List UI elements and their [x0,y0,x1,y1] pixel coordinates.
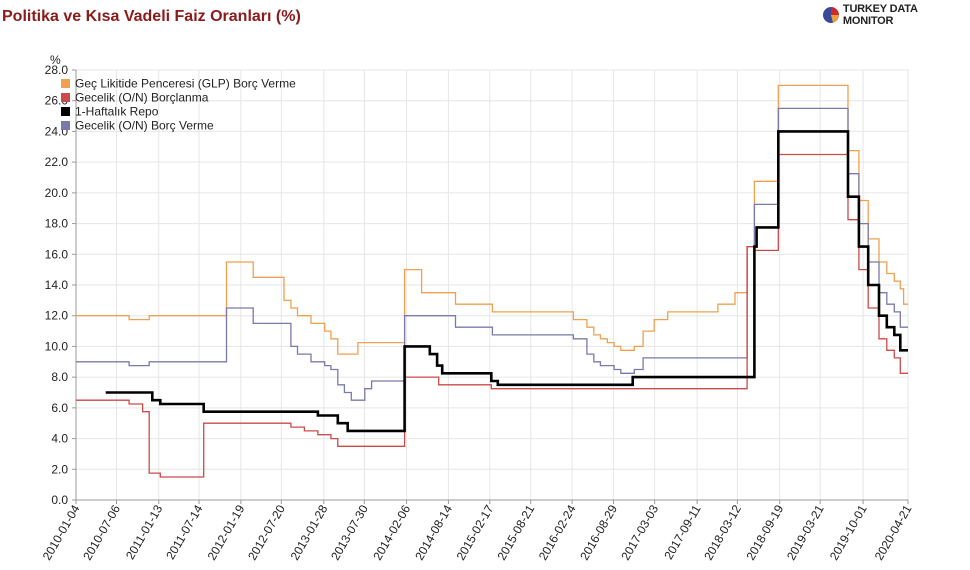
legend-label-glp: Geç Likitide Penceresi (GLP) Borç Verme [75,77,296,91]
x-tick-label: 2013-01-28 [288,502,331,562]
x-tick-label: 2017-03-03 [618,502,661,562]
series-line-repo [105,130,908,433]
y-tick-label: 8.0 [51,370,68,384]
y-tick-label: 20.0 [45,186,69,200]
legend-swatch-on_borrow [61,93,70,102]
y-axis-label: % [50,53,61,67]
legend-label-on_borrow: Gecelik (O/N) Borçlanma [75,91,209,105]
x-tick-label: 2011-01-13 [123,502,166,562]
y-tick-label: 0.0 [51,493,68,507]
axes: 0.0 2.0 4.0 6.0 8.0 10.0 12.0 14.0 16.0 18.0 20.0 2… [40,63,915,563]
legend-swatch-on_lend [61,121,70,130]
x-tick-label: 2014-02-06 [370,502,413,562]
x-tick-label: 2011-07-14 [163,502,206,562]
x-tick-label: 2019-03-21 [784,502,827,562]
y-tick-label: 2.0 [51,462,68,476]
x-tick-label: 2017-09-11 [661,502,704,562]
x-tick-label: 2010-01-04 [40,502,83,562]
legend-label-repo: 1-Haftalık Repo [75,105,159,119]
y-tick-label: 14.0 [45,278,69,292]
series-line-glp [76,84,908,355]
x-tick-label: 2016-02-24 [536,502,579,562]
y-tick-label: 28.0 [45,63,69,77]
x-tick-label: 2016-08-29 [577,502,620,562]
legend-label-on_lend: Gecelik (O/N) Borç Verme [75,119,214,133]
x-tick-label: 2012-01-19 [205,502,248,562]
y-tick-label: 18.0 [45,217,69,231]
legend-swatch-glp [61,79,70,88]
series-layer [76,84,908,478]
legend: Geç Likitide Penceresi (GLP) Borç VermeG… [61,77,296,133]
y-tick-label: 16.0 [45,247,69,261]
x-tick-label: 2012-07-20 [245,502,288,562]
x-tick-label: 2015-08-21 [495,502,538,562]
x-tick-label: 2015-02-17 [454,502,497,562]
pie-logo-icon [822,7,839,23]
x-tick-label: 2020-04-21 [872,502,915,562]
y-tick-label: 22.0 [45,155,69,169]
legend-swatch-repo [61,107,70,116]
y-tick-label: 4.0 [51,432,68,446]
x-tick-label: 2018-03-12 [701,502,744,562]
brand-logo: TURKEY DATA MONITOR [822,3,970,27]
grid-lines [75,69,909,501]
y-tick-label: 10.0 [45,339,69,353]
x-tick-label: 2018-09-19 [743,502,786,562]
x-tick-label: 2019-10-01 [827,502,870,562]
y-tick-label: 6.0 [51,401,68,415]
brand-name: TURKEY DATA MONITOR [842,3,918,27]
chart-title: Politika ve Kısa Vadeli Faiz Oranları (%… [2,8,301,25]
x-tick-label: 2010-07-06 [80,502,123,562]
series-line-on_lend [76,107,908,401]
y-tick-label: 12.0 [45,309,69,323]
x-tick-label: 2013-07-30 [328,502,371,562]
x-tick-label: 2014-08-14 [412,502,455,562]
